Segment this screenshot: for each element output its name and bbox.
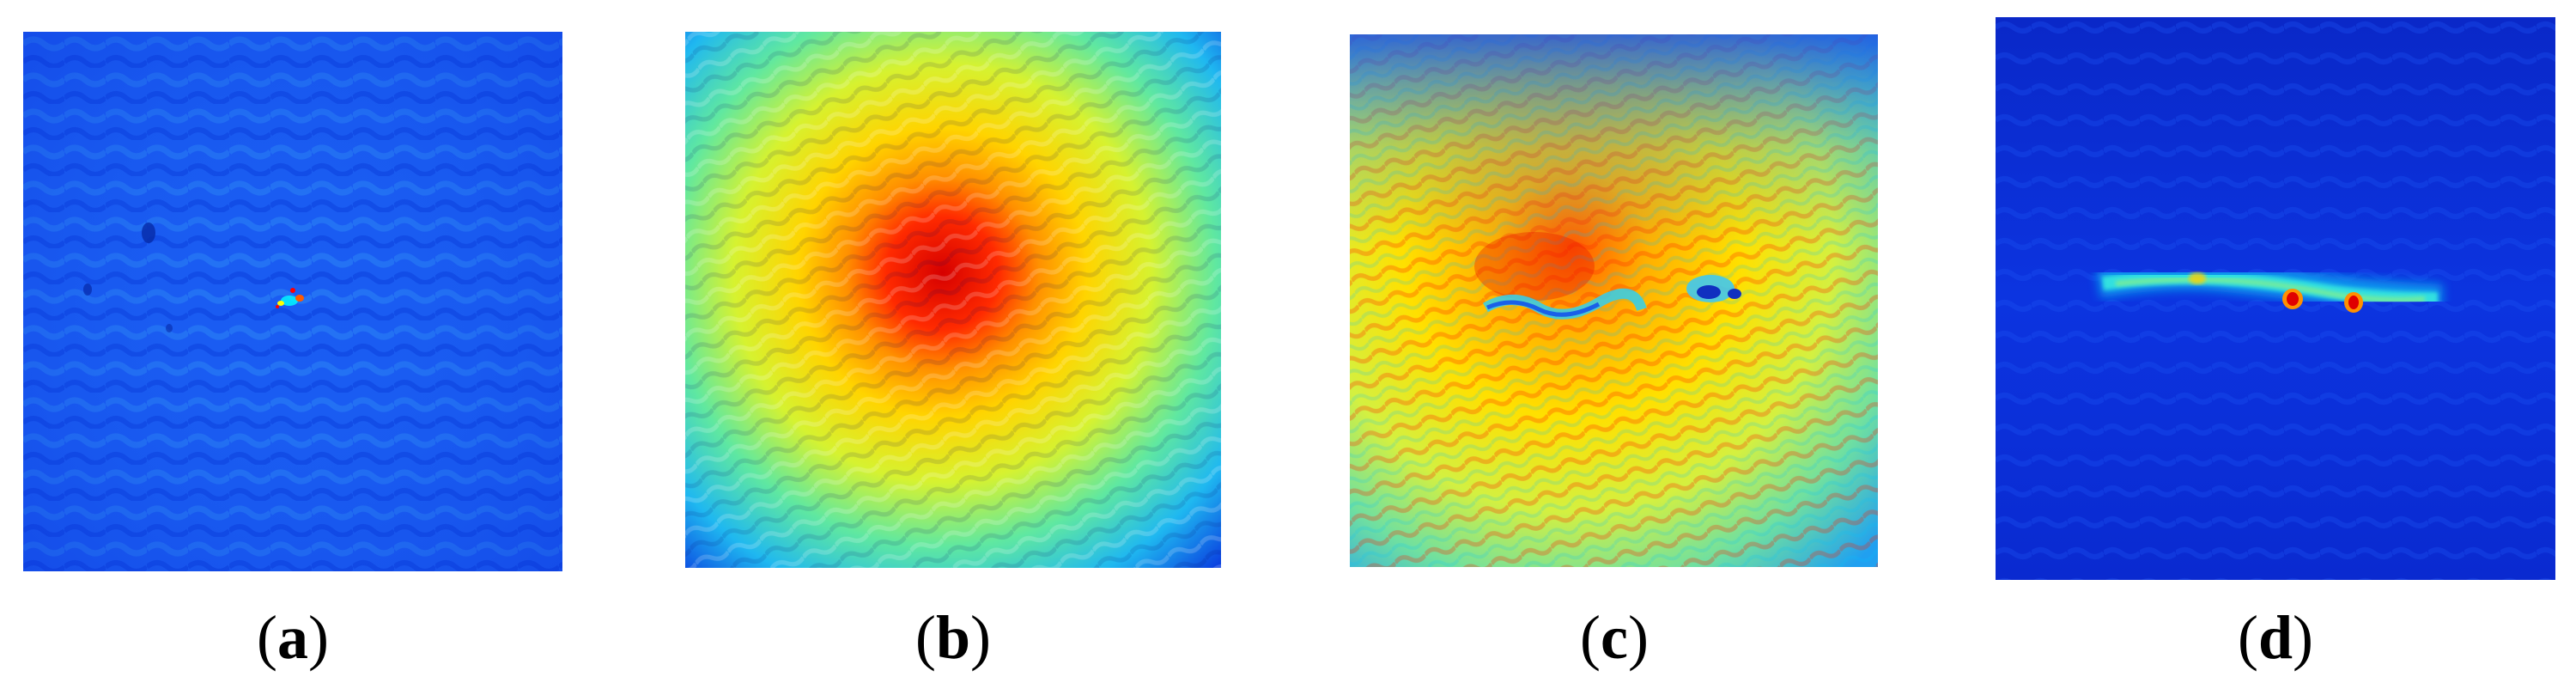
caption-paren-close: ) [2293, 603, 2313, 672]
image-panel-a [23, 32, 562, 571]
image-panel-c [1350, 34, 1878, 567]
caption-letter: b [935, 603, 971, 672]
heatmap-b [685, 32, 1221, 568]
caption-paren-open: ( [914, 603, 936, 672]
caption-paren-close: ) [970, 603, 991, 672]
dark-spot [83, 284, 92, 296]
caption-paren-open: ( [257, 603, 277, 672]
hot-region [1474, 232, 1595, 301]
image-panel-b [685, 32, 1221, 568]
caption-paren-close: ) [1627, 603, 1649, 672]
heatmap-d [1996, 17, 2555, 580]
cold-spot [1686, 275, 1741, 302]
caption-paren-close: ) [308, 603, 329, 672]
hotspot-cluster [276, 288, 304, 308]
caption-paren-open: ( [1580, 603, 1601, 672]
caption-letter: c [1601, 603, 1628, 672]
heatmap-c [1350, 34, 1878, 567]
caption-letter: d [2257, 603, 2293, 672]
bright-band [2096, 260, 2443, 314]
dark-spot [166, 324, 173, 332]
caption-b: (b) [824, 607, 1082, 668]
caption-c: (c) [1485, 607, 1743, 668]
caption-paren-open: ( [2237, 603, 2258, 672]
hotspot [2282, 289, 2303, 309]
cold-streak [1483, 288, 1647, 320]
heatmap-a [23, 32, 562, 571]
hotspot [2344, 292, 2363, 313]
caption-a: (a) [164, 607, 422, 668]
caption-d: (d) [2147, 607, 2404, 668]
dark-spot [142, 223, 155, 243]
caption-letter: a [277, 603, 308, 672]
image-panel-d [1996, 17, 2555, 580]
